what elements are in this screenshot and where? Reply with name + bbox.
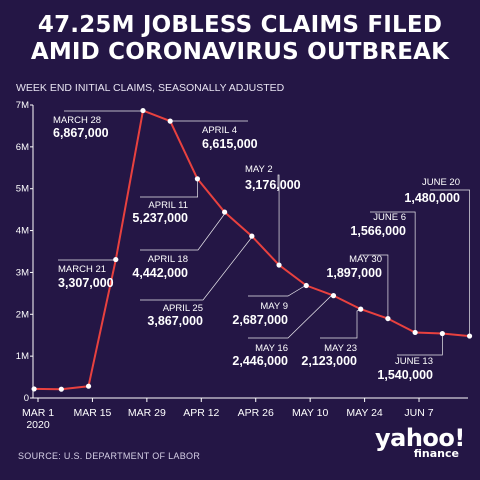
annotation-leader [320, 308, 361, 339]
x-tick-label: JUN 7 [404, 407, 433, 419]
point-label-value: 3,176,000 [245, 178, 301, 192]
x-tick-label: MAR 29 [128, 407, 166, 419]
yahoo-finance-logo: yahoo! finance [375, 424, 465, 460]
y-tick-label: 5M [16, 184, 29, 195]
point-label-date: MARCH 21 [58, 264, 106, 275]
x-tick-label: MAY 10 [292, 407, 329, 419]
title-line-1: 47.25M JOBLESS CLAIMS FILED [37, 12, 443, 38]
y-tick-label: 4M [16, 226, 29, 237]
x-tick-label: MAR 15 [73, 407, 111, 419]
data-point [194, 176, 201, 182]
title-line-2: AMID CORONAVIRUS OUTBREAK [30, 39, 450, 65]
point-label-date: MARCH 28 [53, 115, 101, 126]
y-tick-label: 1M [16, 351, 29, 362]
point-label-date: MAY 2 [245, 164, 273, 175]
data-point [412, 329, 418, 336]
chart-title: 47.25M JOBLESS CLAIMS FILED AMID CORONAV… [0, 12, 480, 66]
y-tick-label: 0 [24, 393, 29, 404]
y-tick-label: 3M [16, 267, 29, 278]
data-point [167, 118, 173, 124]
data-point [31, 386, 37, 392]
series-line [34, 109, 470, 391]
point-label-date: APRIL 18 [148, 254, 188, 265]
data-point [85, 383, 92, 389]
annotation-leader [360, 254, 389, 319]
annotation-leader [370, 211, 416, 333]
annotation-leader [140, 178, 198, 198]
point-label-date: MAY 23 [324, 343, 357, 354]
x-tick-label: APR 12 [183, 407, 219, 419]
point-label-date: MAY 30 [349, 254, 382, 265]
point-label-value: 1,566,000 [350, 224, 406, 238]
point-label-value: 1,540,000 [377, 368, 433, 382]
source-note: SOURCE: U.S. DEPARTMENT OF LABOR [18, 451, 201, 461]
point-label-value: 6,615,000 [202, 137, 258, 151]
x-tick-label: MAY 24 [346, 407, 383, 419]
data-point [140, 107, 146, 114]
data-point [249, 233, 255, 239]
point-label-date: MAY 16 [255, 343, 288, 354]
data-point [222, 209, 228, 215]
data-point [385, 315, 391, 322]
data-point [466, 333, 473, 339]
y-tick-label: 6M [16, 142, 29, 153]
chart-subtitle: WEEK END INITIAL CLAIMS, SEASONALLY ADJU… [16, 82, 285, 94]
logo-wordmark: yahoo! [375, 424, 465, 452]
annotation-leader [397, 333, 443, 356]
y-tick-label: 7M [16, 100, 29, 111]
point-label-value: 4,442,000 [132, 266, 188, 280]
point-label-value: 6,867,000 [53, 126, 109, 140]
point-label-date: JUNE 20 [422, 177, 460, 188]
point-label-date: APRIL 25 [163, 303, 203, 314]
data-point [276, 262, 282, 268]
data-point [330, 293, 337, 299]
point-label-value: 3,307,000 [58, 276, 114, 290]
point-label-date: JUNE 6 [373, 212, 406, 223]
annotation-leader [248, 285, 307, 297]
data-point [113, 256, 119, 263]
data-point [439, 330, 445, 337]
point-label-value: 1,897,000 [326, 266, 382, 280]
point-label-value: 3,867,000 [147, 314, 203, 328]
point-label-value: 5,237,000 [132, 211, 188, 225]
logo-subtitle: finance [413, 447, 459, 460]
annotation-leader [277, 174, 280, 266]
point-label-date: MAY 9 [260, 301, 288, 312]
point-label-value: 2,446,000 [232, 354, 288, 368]
x-tick-sublabel: 2020 [26, 419, 50, 431]
point-label-date: APRIL 11 [148, 200, 188, 211]
point-label-date: JUNE 13 [395, 356, 433, 367]
point-label-date: APRIL 4 [202, 125, 237, 136]
annotation-leader [430, 189, 470, 337]
data-point [58, 386, 64, 392]
point-label-value: 2,123,000 [301, 354, 357, 368]
data-point [358, 306, 364, 312]
x-tick-label: MAR 1 [22, 407, 54, 419]
x-tick-label: APR 26 [238, 407, 274, 419]
y-tick-label: 2M [16, 309, 29, 320]
point-label-value: 1,480,000 [404, 191, 460, 205]
point-label-value: 2,687,000 [232, 313, 288, 327]
data-point [303, 282, 309, 289]
